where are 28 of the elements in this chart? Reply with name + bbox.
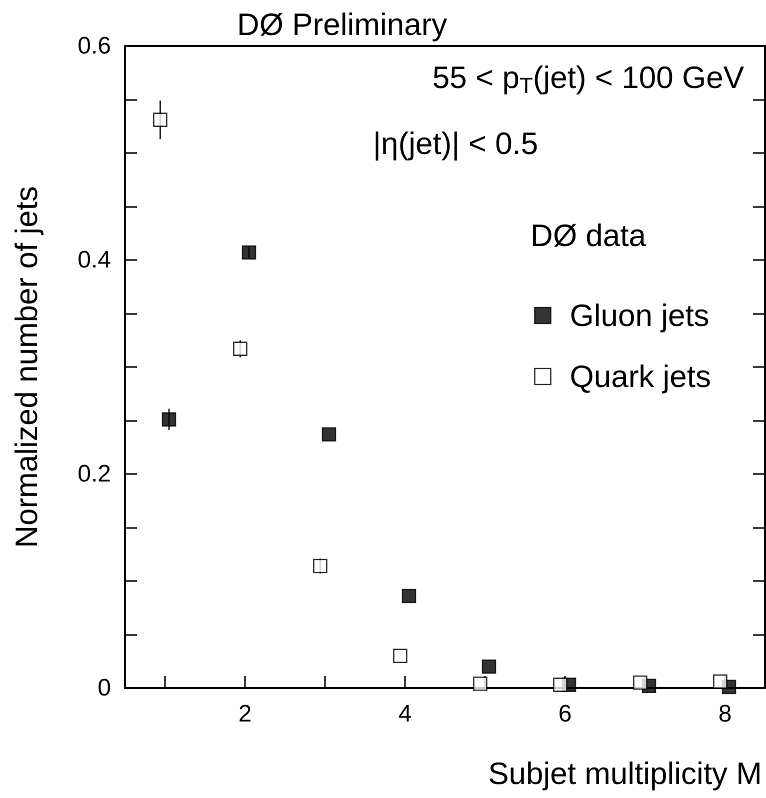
y-tick-label: 0.4 <box>78 246 111 274</box>
legend-title: DØ data <box>530 218 647 253</box>
point <box>242 245 256 260</box>
point <box>233 342 248 356</box>
point <box>553 678 568 692</box>
chart-title: DØ Preliminary <box>237 7 448 42</box>
y-tick-label: 0 <box>98 674 111 702</box>
x-axis-title: Subjet multiplicity M <box>488 756 762 791</box>
point <box>402 588 416 604</box>
point <box>633 676 648 690</box>
point <box>473 676 488 691</box>
x-tick-label: 2 <box>238 700 252 728</box>
point <box>162 412 176 427</box>
point <box>713 674 728 689</box>
x-tick-label: 8 <box>718 700 732 728</box>
legend-label: Quark jets <box>570 359 712 394</box>
point <box>313 558 328 574</box>
point <box>322 427 336 442</box>
x-tick-label: 6 <box>558 700 572 728</box>
y-tick-label: 0.6 <box>78 32 111 60</box>
legend-label: Gluon jets <box>570 298 710 333</box>
point <box>393 648 408 664</box>
annotation: |η(jet)| < 0.5 <box>373 126 538 161</box>
point <box>153 112 168 127</box>
y-tick-label: 0.2 <box>78 460 111 488</box>
x-tick-label: 4 <box>398 700 412 728</box>
y-axis-title: Normalized number of jets <box>9 186 44 548</box>
point <box>482 659 496 674</box>
